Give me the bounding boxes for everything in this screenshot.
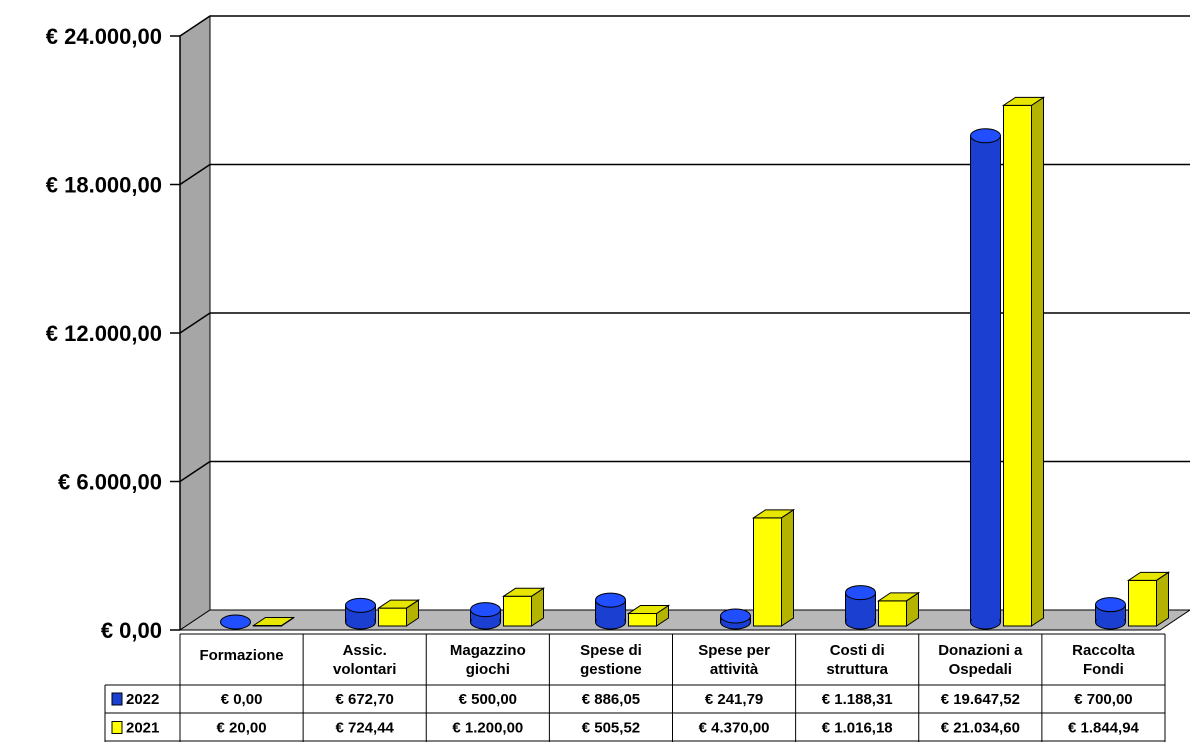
bar-2022	[720, 608, 751, 630]
category-label: Costi di	[830, 642, 885, 659]
bar-2022	[845, 585, 876, 630]
data-label: € 700,00	[1074, 691, 1132, 708]
cylinder-top	[220, 614, 251, 630]
category-label: Spese per	[698, 642, 770, 659]
box-top	[1126, 571, 1171, 581]
category-label: giochi	[466, 661, 510, 678]
box-top	[876, 592, 921, 602]
box-front	[878, 600, 907, 627]
data-label: € 505,52	[582, 720, 640, 737]
box-top	[501, 587, 546, 597]
cylinder-top	[470, 602, 501, 618]
data-table: Formazione Assic. volontari Magazzino giochi…	[104, 633, 1166, 742]
data-label: € 1.188,31	[822, 691, 893, 708]
bar-2021	[876, 591, 921, 627]
y-tick-label: € 18.000,00	[46, 173, 162, 198]
legend-label: 2022	[126, 691, 159, 708]
box-front	[628, 612, 657, 627]
bar-2022	[345, 597, 376, 630]
cylinder-top	[970, 128, 1001, 144]
cylinder-fill	[971, 135, 1000, 622]
category-label: Spese di	[580, 642, 642, 659]
bar-2021	[501, 587, 546, 627]
bar-2021	[376, 599, 421, 627]
category-label: Donazioni a	[938, 642, 1023, 659]
box-side	[1031, 96, 1044, 627]
category-label: Formazione	[199, 647, 283, 664]
box-front	[753, 517, 782, 627]
legend-key	[111, 692, 123, 706]
cylinder-top	[720, 608, 751, 624]
bar-2021	[626, 604, 671, 627]
box-top	[751, 509, 796, 519]
box-top	[1001, 96, 1046, 106]
category-label: Assic.	[343, 642, 387, 659]
y-tick-label: € 6.000,00	[58, 470, 162, 495]
gridline	[179, 163, 1190, 186]
data-label: € 21.034,60	[941, 720, 1020, 737]
box-front	[1128, 579, 1157, 627]
box-side	[1156, 571, 1169, 627]
y-tick-label: € 0,00	[101, 618, 162, 643]
legend-key	[111, 721, 123, 734]
bar-2021	[1126, 571, 1171, 627]
data-label: € 500,00	[459, 691, 517, 708]
data-label: € 1.844,94	[1068, 720, 1140, 737]
cylinder-top	[345, 597, 376, 613]
category-label: volontari	[333, 661, 396, 678]
data-label: € 0,00	[221, 691, 263, 708]
category-label: Fondi	[1083, 661, 1124, 678]
gridline	[179, 15, 1190, 37]
bar-2022	[1095, 597, 1126, 630]
bar-2021	[751, 508, 796, 627]
y-axis: € 0,00 € 6.000,00 € 12.000,00 € 18.000,00 € …	[46, 24, 181, 643]
box-top	[376, 599, 421, 609]
category-label: attività	[710, 661, 759, 678]
box-front	[378, 607, 407, 627]
data-label: € 672,70	[335, 691, 393, 708]
box-top	[251, 617, 296, 627]
cylinder-top	[1095, 597, 1126, 613]
data-label: € 19.647,52	[941, 691, 1020, 708]
bar-2022	[220, 614, 251, 630]
gridline	[179, 312, 1190, 334]
data-label: € 4.370,00	[699, 720, 770, 737]
category-label: Ospedali	[949, 661, 1012, 678]
data-label: € 241,79	[705, 691, 763, 708]
data-label: € 886,05	[582, 691, 640, 708]
data-label: € 1.200,00	[452, 720, 523, 737]
gridlines	[179, 15, 1190, 483]
data-label: € 1.016,18	[822, 720, 893, 737]
bar-2022	[470, 602, 501, 630]
bars	[220, 96, 1171, 630]
box-top	[626, 604, 671, 614]
cylinder-top	[595, 592, 626, 608]
bar-2022	[970, 128, 1001, 630]
floor	[178, 609, 1190, 631]
box-front	[1003, 104, 1032, 627]
legend-label: 2021	[126, 720, 159, 737]
bar-2022	[595, 592, 626, 630]
category-label: gestione	[580, 661, 642, 678]
bar-2021	[1001, 96, 1046, 627]
box-side	[781, 508, 794, 627]
data-label: € 20,00	[217, 720, 267, 737]
y-tick-label: € 24.000,00	[46, 24, 162, 49]
bar-2021	[251, 616, 296, 627]
cylinder-top	[845, 585, 876, 601]
gridline	[179, 460, 1190, 483]
y-tick-label: € 12.000,00	[46, 321, 162, 346]
box-front	[503, 595, 532, 627]
data-label: € 724,44	[335, 720, 394, 737]
category-label: Raccolta	[1072, 642, 1135, 659]
category-label: Magazzino	[450, 642, 526, 659]
category-label: struttura	[826, 661, 888, 678]
